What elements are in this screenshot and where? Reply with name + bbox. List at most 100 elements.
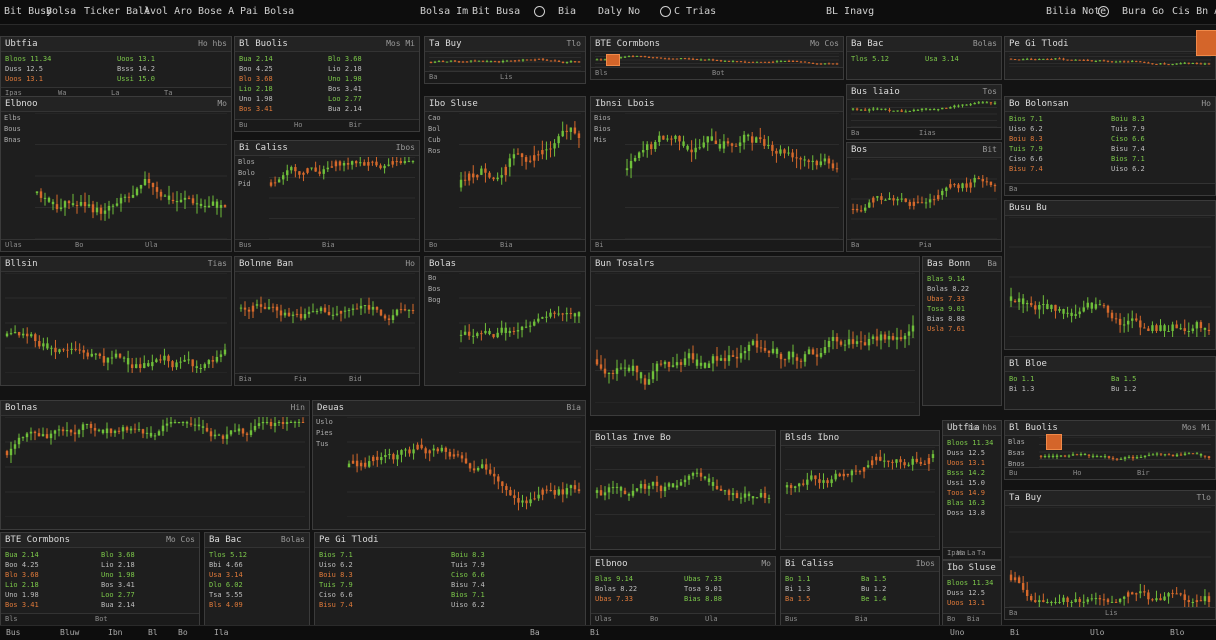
table-row[interactable]: Duss 12.5 (947, 449, 985, 457)
footer-label[interactable]: Ipas (947, 549, 964, 557)
panel-header[interactable]: Bus liaio Tos (847, 85, 1001, 100)
status-item[interactable]: Blo (1170, 628, 1185, 637)
table-row[interactable]: Bu 1.2 (1111, 385, 1137, 393)
footer-label[interactable]: Wa (957, 549, 966, 557)
footer-label[interactable]: Ba (851, 241, 860, 249)
footer-label[interactable]: Bi (595, 241, 604, 249)
table-row[interactable]: Ussi 15.0 (117, 75, 155, 83)
footer-label[interactable]: Bia (322, 241, 335, 249)
status-item[interactable]: Ila (214, 628, 229, 637)
footer-label[interactable]: Lis (1105, 609, 1118, 617)
table-row[interactable]: Usa 3.14 (209, 571, 243, 579)
panel-header[interactable]: Bi Caliss Ibos (235, 141, 419, 156)
panel-header[interactable]: BTE Cormbons Mo Cos (1, 533, 199, 548)
panel-header[interactable]: Bi Caliss Ibos (781, 557, 939, 572)
accent-button[interactable] (606, 54, 620, 66)
table-row[interactable]: Blas 16.3 (947, 499, 985, 507)
status-item[interactable]: Bo (178, 628, 188, 637)
menu-item[interactable]: Bit Busy (4, 6, 53, 17)
table-row[interactable]: Blo 3.68 (5, 571, 39, 579)
table-row[interactable]: Bua 2.14 (328, 105, 362, 113)
table-row[interactable]: Uno 1.98 (239, 95, 273, 103)
panel-header[interactable]: Ibo Sluse (943, 561, 1001, 576)
table-row[interactable]: Loo 2.77 (328, 95, 362, 103)
table-row[interactable]: Bios 7.1 (1009, 115, 1043, 123)
table-row[interactable]: Uoos 13.1 (947, 459, 985, 467)
panel-header[interactable]: Blsds Ibno (781, 431, 939, 446)
table-row[interactable]: Tsa 5.55 (209, 591, 243, 599)
table-row[interactable]: Uno 1.98 (328, 75, 362, 83)
footer-label[interactable]: Bid (349, 375, 362, 383)
table-row[interactable]: Lio 2.18 (101, 561, 135, 569)
status-item[interactable]: Ba (530, 628, 540, 637)
table-row[interactable]: Boo 4.25 (239, 65, 273, 73)
candlestick-chart[interactable] (595, 53, 839, 67)
candlestick-chart[interactable] (5, 273, 227, 373)
table-row[interactable]: Tlos 5.12 (209, 551, 247, 559)
table-row[interactable]: Blas 9.14 (595, 575, 633, 583)
menu-item[interactable]: Daly No (598, 6, 641, 17)
circle-icon[interactable] (660, 6, 671, 19)
footer-label[interactable]: Ulas (5, 241, 22, 249)
table-row[interactable]: Uoos 13.1 (947, 599, 985, 607)
footer-label[interactable]: Bo (75, 241, 84, 249)
panel-header[interactable]: Busu Bu (1005, 201, 1215, 216)
table-row[interactable]: Bloos 11.34 (947, 439, 994, 447)
table-row[interactable]: Bls 4.09 (209, 601, 243, 609)
circle-icon[interactable] (1098, 6, 1109, 19)
menu-item[interactable]: Ticker Ball (84, 6, 151, 17)
table-row[interactable]: Bolas 8.22 (927, 285, 970, 293)
table-row[interactable]: Bua 2.14 (101, 601, 135, 609)
accent-button[interactable] (1046, 434, 1062, 450)
table-row[interactable]: Ussi 15.0 (947, 479, 985, 487)
footer-label[interactable]: Ba (851, 129, 860, 137)
footer-label[interactable]: Ta (164, 89, 173, 97)
status-item[interactable]: Bl (148, 628, 158, 637)
table-row[interactable]: Bua 2.14 (5, 551, 39, 559)
panel-header[interactable]: Ta Buy Tlo (425, 37, 585, 52)
table-row[interactable]: Ciso 6.6 (1111, 135, 1145, 143)
table-row[interactable]: Dlo 6.02 (209, 581, 243, 589)
menu-item[interactable]: Bia (558, 6, 577, 17)
table-row[interactable]: Bloos 11.34 (947, 579, 994, 587)
table-row[interactable]: Ba 1.5 (861, 575, 887, 583)
footer-label[interactable]: Bia (500, 241, 513, 249)
menu-item[interactable]: Bolsa (46, 6, 77, 17)
accent-button[interactable] (1196, 30, 1216, 56)
table-row[interactable]: Tosa 9.01 (927, 305, 965, 313)
table-row[interactable]: Bios 7.1 (1111, 155, 1145, 163)
table-row[interactable]: Uoos 13.1 (117, 55, 155, 63)
footer-label[interactable]: Bu (1009, 469, 1018, 477)
table-row[interactable]: Lio 2.18 (328, 65, 362, 73)
table-row[interactable]: Tuis 7.9 (319, 581, 353, 589)
status-item[interactable]: Bluw (60, 628, 80, 637)
menu-item[interactable]: BL Inavg (826, 6, 875, 17)
status-item[interactable]: Bi (1010, 628, 1020, 637)
panel-header[interactable]: Bolas (425, 257, 585, 272)
table-row[interactable]: Ba 1.5 (785, 595, 811, 603)
table-row[interactable]: Bisu 7.4 (319, 601, 353, 609)
footer-label[interactable]: Bo (429, 241, 438, 249)
table-row[interactable]: Toos 14.9 (947, 489, 985, 497)
footer-label[interactable]: Bot (712, 69, 725, 77)
candlestick-chart[interactable] (595, 273, 915, 403)
panel-header[interactable]: Deuas Bia (313, 401, 585, 416)
panel-header[interactable]: Pe Gi Tlodi (315, 533, 585, 548)
table-row[interactable]: Tosa 9.01 (684, 585, 722, 593)
panel-header[interactable]: Bolnas Hin (1, 401, 309, 416)
table-row[interactable]: Tlos 5.12 (851, 55, 889, 63)
table-row[interactable]: Boo 4.25 (5, 561, 39, 569)
table-row[interactable]: Ubas 7.33 (595, 595, 633, 603)
table-row[interactable]: Bi 1.3 (1009, 385, 1035, 393)
table-row[interactable]: Ciso 6.6 (451, 571, 485, 579)
table-row[interactable]: Bisu 7.4 (451, 581, 485, 589)
panel-header[interactable]: Bl Bloe (1005, 357, 1215, 372)
table-row[interactable]: Bbi 4.66 (209, 561, 243, 569)
candlestick-chart[interactable] (851, 101, 997, 127)
footer-label[interactable]: La (967, 549, 976, 557)
table-row[interactable]: Bos 3.41 (328, 85, 362, 93)
candlestick-chart[interactable] (1039, 437, 1211, 467)
footer-label[interactable]: Ba (429, 73, 438, 81)
menu-item[interactable]: Avol Aro (144, 6, 193, 17)
footer-label[interactable]: Iias (919, 129, 936, 137)
